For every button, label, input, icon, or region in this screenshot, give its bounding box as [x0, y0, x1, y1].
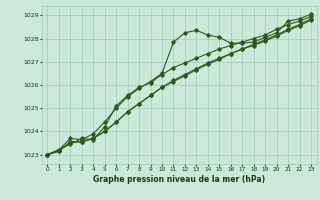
X-axis label: Graphe pression niveau de la mer (hPa): Graphe pression niveau de la mer (hPa): [93, 175, 265, 184]
